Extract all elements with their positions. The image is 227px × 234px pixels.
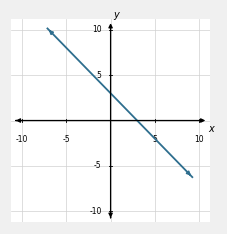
Text: 5: 5	[96, 71, 101, 80]
Text: 10: 10	[92, 25, 101, 34]
Text: x: x	[208, 124, 214, 134]
Text: y: y	[113, 10, 118, 20]
Text: -5: -5	[62, 135, 70, 144]
Text: -10: -10	[89, 207, 101, 216]
Text: 5: 5	[152, 135, 157, 144]
Text: 10: 10	[193, 135, 203, 144]
Text: -5: -5	[94, 161, 101, 170]
Text: -10: -10	[16, 135, 28, 144]
